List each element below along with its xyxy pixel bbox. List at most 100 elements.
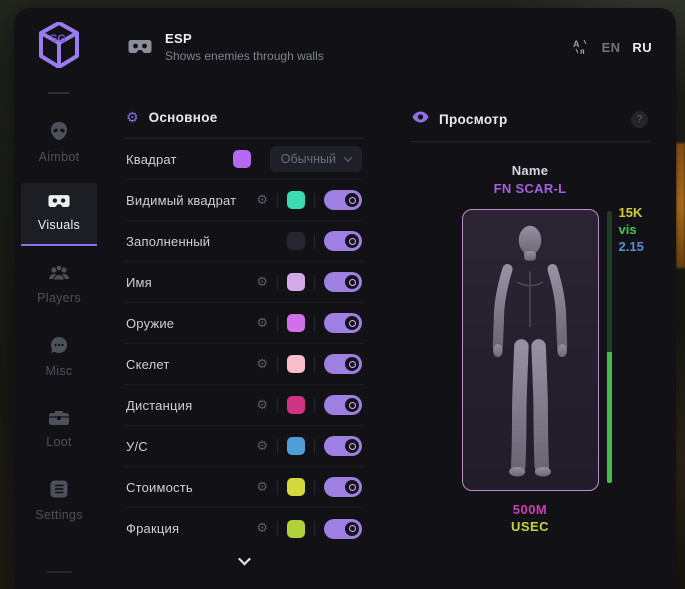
gear-icon: ⚙ [126,109,139,126]
sidebar-item-misc[interactable]: Misc [21,324,97,390]
color-swatch-level-side[interactable] [287,437,305,455]
goggles-icon [128,39,152,55]
setting-label: Видимый квадрат [126,192,237,208]
toggle-distance[interactable] [324,395,362,415]
separator [314,192,315,208]
toggle-knob [345,193,359,207]
svg-text:A: A [573,39,580,49]
row-square: Квадрат Обычный [124,139,364,180]
toggle-faction[interactable] [324,518,362,539]
color-swatch-filled[interactable] [287,232,305,250]
toggle-name[interactable] [324,272,362,292]
chest-icon [48,408,70,426]
gear-icon[interactable]: ⚙ [256,397,268,413]
gear-icon[interactable]: ⚙ [256,315,268,331]
gear-icon[interactable]: ⚙ [256,274,268,290]
separator [277,274,278,290]
toggle-visible-square[interactable] [324,190,362,210]
sidebar-item-players[interactable]: Players [21,253,97,317]
dropdown-square-type[interactable]: Обычный [269,146,362,172]
color-swatch-name[interactable] [287,273,305,291]
lang-ru-button[interactable]: RU [632,39,652,55]
chevron-down-icon [237,552,251,566]
setting-label: Квадрат [126,151,177,167]
alien-icon [49,121,69,141]
toggle-filled[interactable] [324,231,362,251]
separator [277,479,278,495]
color-swatch-skeleton[interactable] [287,355,305,373]
preview-name-label: Name [511,163,549,178]
health-bar-depleted [606,211,612,353]
setting-label: Фракция [126,521,180,536]
toggle-weapon[interactable] [324,313,362,333]
logo-letters: SG [50,33,66,45]
gear-icon[interactable]: ⚙ [256,521,268,536]
gear-icon[interactable]: ⚙ [256,192,268,208]
row-visible-square: Видимый квадрат ⚙ [124,180,364,221]
setting-label: Имя [126,274,152,290]
toggle-value[interactable] [324,477,362,497]
sidebar-divider [46,571,72,573]
row-name: Имя ⚙ [124,262,364,303]
sidebar-divider [48,92,70,94]
separator [260,152,261,167]
panel-title: Основное [148,110,218,125]
setting-label: Заполненный [126,233,211,249]
sidebar-item-loot[interactable]: Loot [21,397,97,461]
sidebar: Aimbot Visuals Players Misc [14,86,104,589]
sidebar-item-label: Aimbot [38,150,80,164]
gear-icon[interactable]: ⚙ [256,479,268,495]
separator [314,438,315,454]
sidebar-item-aimbot[interactable]: Aimbot [21,110,97,176]
row-value: Стоимость ⚙ [124,467,364,508]
row-faction: Фракция ⚙ [124,508,364,549]
module-subtitle: Shows enemies through walls [165,49,324,63]
scroll-more-indicator[interactable] [124,549,364,566]
sidebar-item-label: Settings [35,508,83,522]
toggle-level-side[interactable] [324,436,362,456]
color-swatch-value[interactable] [287,478,305,496]
toggle-knob [345,357,359,371]
svg-text:я: я [580,47,585,56]
gear-icon[interactable]: ⚙ [256,356,268,372]
sidebar-item-label: Visuals [37,218,81,232]
separator [277,356,278,372]
separator [314,356,315,372]
setting-label: Дистанция [126,397,193,413]
toggle-skeleton[interactable] [324,354,362,374]
sidebar-item-settings[interactable]: Settings [21,468,97,534]
row-filled: Заполненный [124,221,364,262]
separator [314,315,315,331]
panel-main-header: ⚙ Основное [124,100,364,139]
player-model-figure [492,225,568,477]
module-title: ESP [165,31,192,46]
preview-stage: 15K vis 2.15 [461,205,644,491]
color-swatch-distance[interactable] [287,396,305,414]
color-swatch-square[interactable] [232,150,251,168]
row-skeleton: Скелет ⚙ [124,344,364,385]
toggle-knob [345,480,359,494]
separator [314,521,315,536]
color-swatch-visible-square[interactable] [287,191,305,209]
preview-weapon-name: FN SCAR-L [493,181,567,196]
toggle-knob [345,316,359,330]
row-level-side: У/С ⚙ [124,426,364,467]
app-logo-cube-icon: SG [39,20,79,73]
panel-preview: Просмотр ? Name FN SCAR-L [410,100,650,589]
gear-icon[interactable]: ⚙ [256,438,268,454]
preview-faction: USEC [510,519,550,534]
sidebar-item-visuals[interactable]: Visuals [21,183,97,246]
color-swatch-faction[interactable] [287,519,305,538]
color-swatch-weapon[interactable] [287,314,305,332]
dropdown-value: Обычный [280,152,336,166]
lang-en-button[interactable]: EN [601,39,621,55]
chat-dots-icon [49,335,69,355]
help-button[interactable]: ? [631,110,648,128]
background-game-object [676,143,685,268]
separator [314,397,315,413]
separator [277,192,278,208]
player-model-box [461,209,599,491]
setting-label: Оружие [126,315,175,331]
